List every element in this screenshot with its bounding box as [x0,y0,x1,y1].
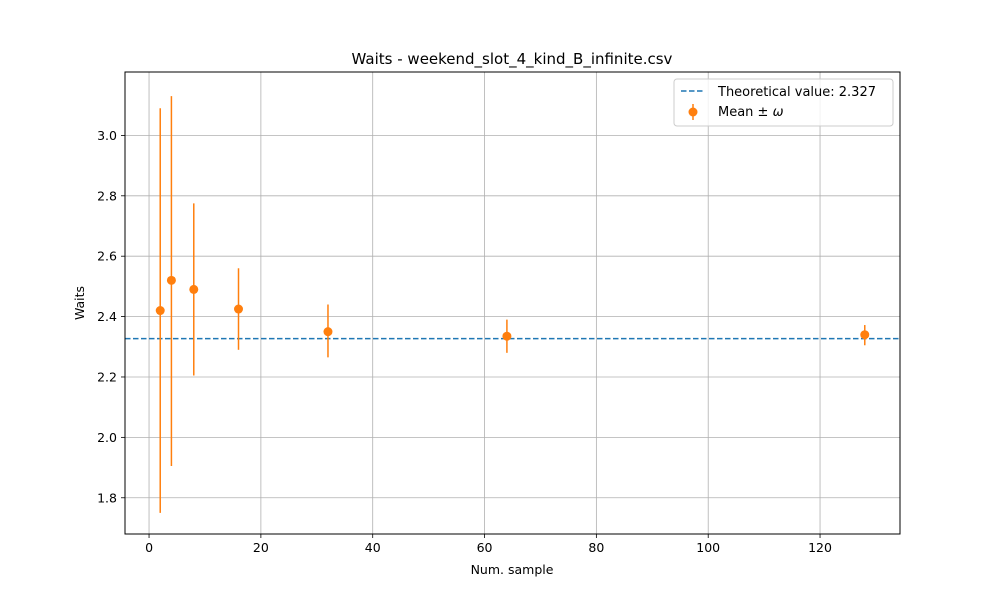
plot-frame [124,71,901,535]
x-axis-title: Num. sample [471,562,554,577]
legend-mean-swatch [688,104,698,120]
mean-point [166,275,176,285]
y-tick-label: 2.6 [97,249,117,264]
y-tick-label: 2.2 [97,369,117,384]
y-tick-label: 2.4 [97,309,117,324]
x-tick-label: 60 [477,540,493,555]
mean-point [502,331,512,341]
legend: Theoretical value: 2.327 Mean ± ω [673,78,894,127]
legend-mean-marker [688,107,698,117]
y-axis-title: Waits [72,286,87,320]
grid-lines [125,72,900,534]
legend-theoretical-label: Theoretical value: 2.327 [717,85,876,100]
legend-mean-prefix: Mean ± [718,105,773,120]
x-tick-label: 80 [588,540,604,555]
chart-title: Waits - weekend_slot_4_kind_B_infinite.c… [352,50,673,69]
y-axis-ticks: 1.8 2.0 2.2 2.4 2.6 2.8 3.0 [97,128,125,505]
mean-point [155,306,165,316]
x-tick-label: 40 [365,540,381,555]
legend-box [673,78,894,127]
mean-point [323,327,333,337]
y-tick-label: 2.0 [97,430,117,445]
x-tick-label: 120 [808,540,832,555]
legend-mean-label: Mean ± ω [718,105,784,120]
x-axis-ticks: 0 20 40 60 80 100 120 [145,534,832,555]
mean-point [234,304,244,314]
x-tick-label: 100 [696,540,720,555]
x-tick-label: 0 [145,540,153,555]
y-tick-label: 3.0 [97,128,117,143]
data-points [155,96,870,513]
y-tick-label: 2.8 [97,188,117,203]
mean-point [860,330,870,340]
x-tick-label: 20 [253,540,269,555]
mean-point [189,284,199,294]
y-tick-label: 1.8 [97,490,117,505]
legend-omega-symbol: ω [773,105,784,120]
